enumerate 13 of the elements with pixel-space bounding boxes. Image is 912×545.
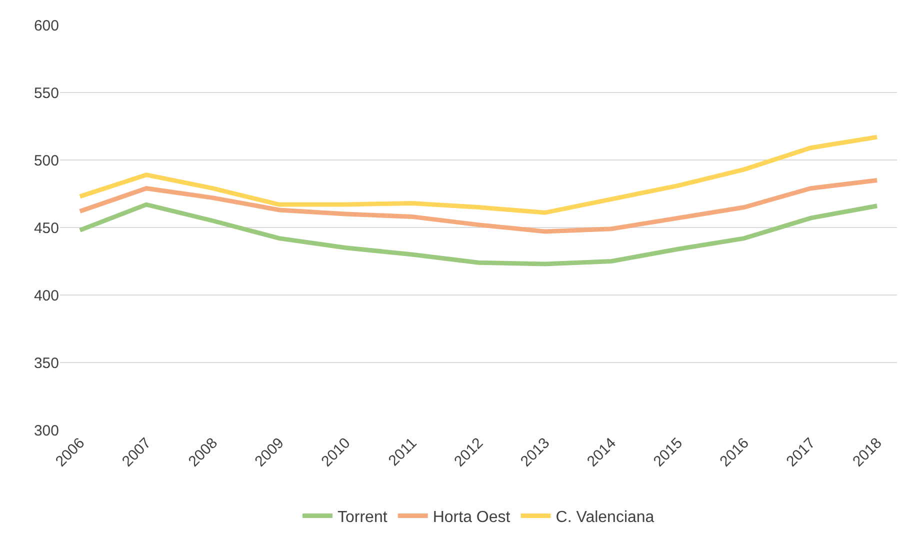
y-tick-label: 300 <box>34 422 59 440</box>
y-tick-label: 400 <box>34 287 59 304</box>
y-tick-label: 600 <box>34 17 59 34</box>
legend-label: Horta Oest <box>432 508 511 526</box>
y-tick-label: 550 <box>34 84 59 102</box>
legend-label: Torrent <box>338 508 388 526</box>
y-tick-label: 350 <box>34 354 59 372</box>
line-series <box>78 178 880 234</box>
legend-label: C. Valenciana <box>556 508 654 526</box>
line-series <box>78 202 880 266</box>
y-tick-label: 450 <box>34 220 59 237</box>
line-series <box>78 134 880 215</box>
y-tick-label: 500 <box>34 152 59 170</box>
